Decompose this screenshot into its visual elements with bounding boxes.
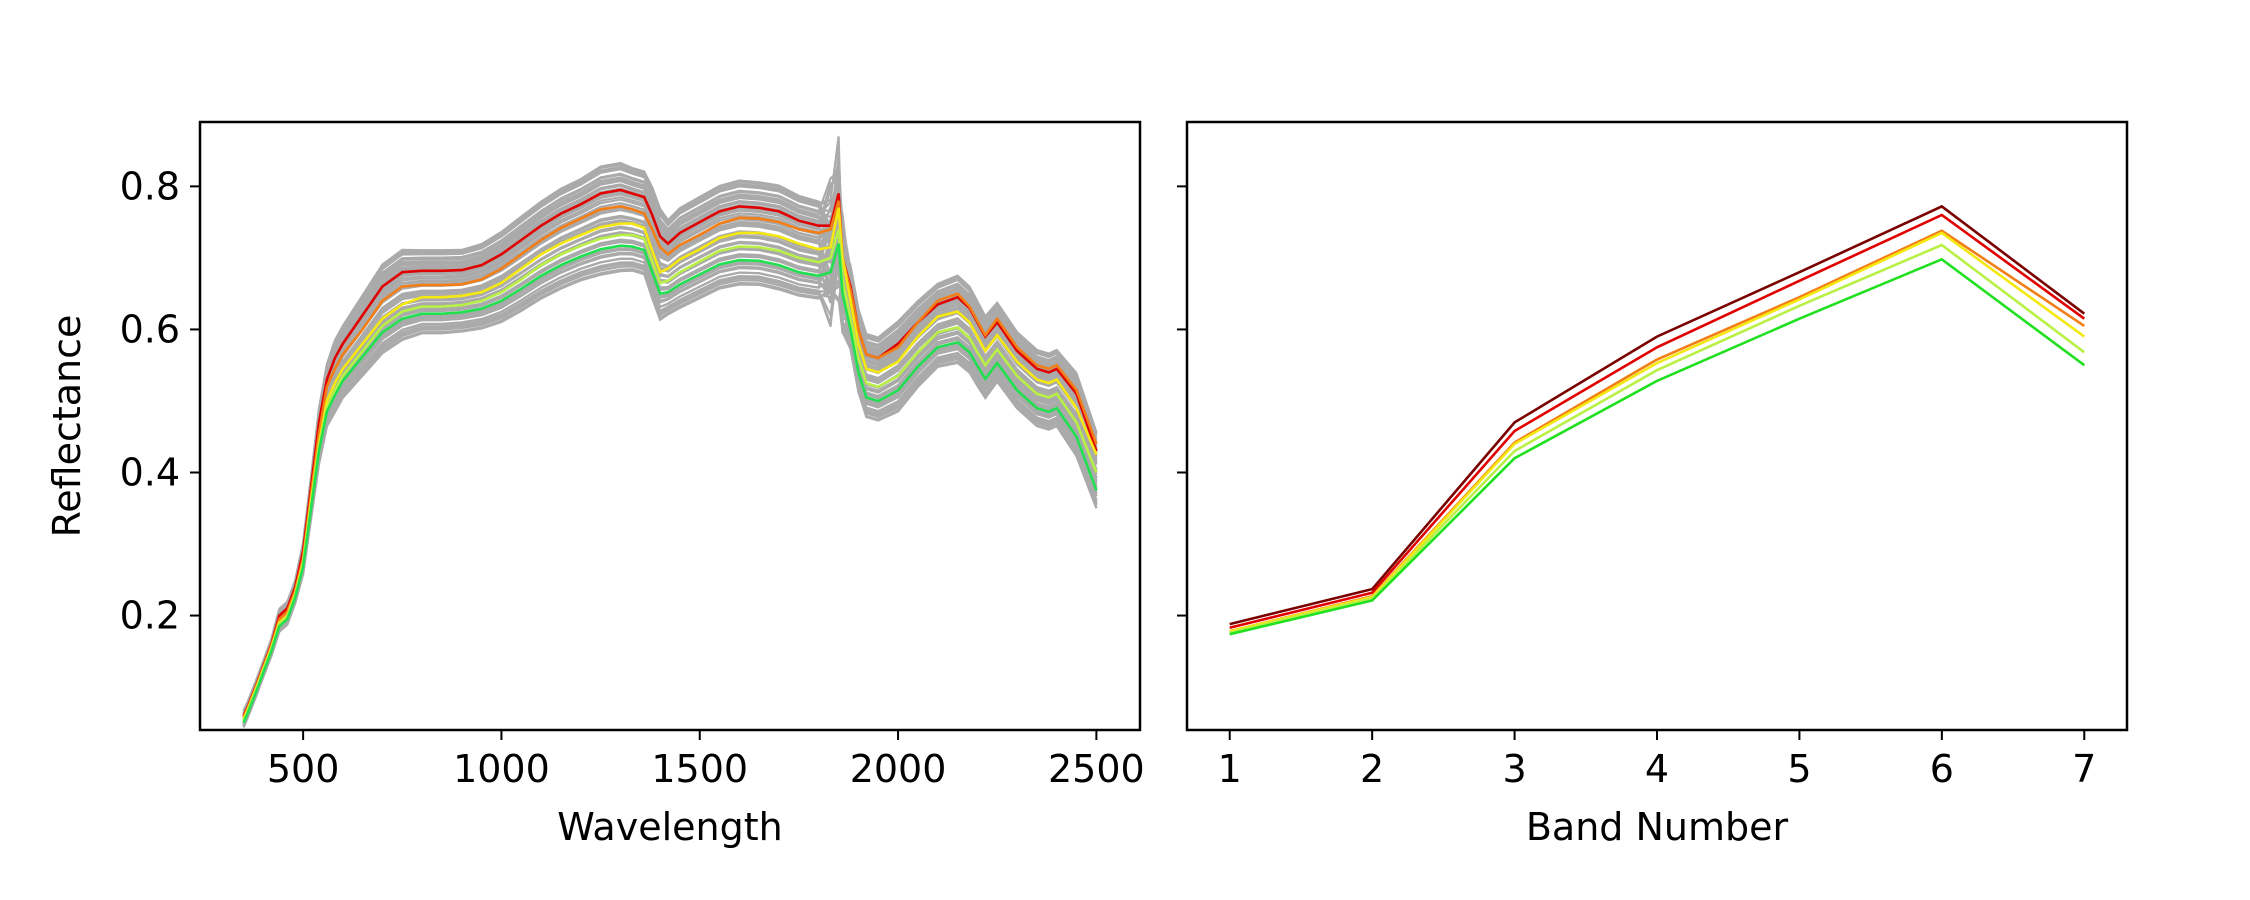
plot-area [242,136,1098,728]
y-tick-label: 0.8 [120,164,180,208]
x-tick-label: 1500 [651,747,748,791]
series-line-3 [1229,231,2086,633]
background-spectrum-line [242,193,1098,724]
x-tick-label: 2500 [1048,747,1145,791]
y-axis-label: Reflectance [45,315,89,538]
x-tick-label: 1000 [453,747,550,791]
x-tick-label: 500 [267,747,340,791]
x-axis-label: Wavelength [557,805,782,849]
y-tick-label: 0.4 [120,450,180,494]
x-tick-label: 3 [1502,747,1526,791]
series-line-0 [242,188,1098,717]
series-line-4 [1229,243,2086,634]
x-tick-label: 2 [1360,747,1384,791]
background-spectrum-line [242,180,1098,716]
y-tick-label: 0.2 [120,594,180,638]
bands-panel: 1 2 3 4 5 6 7 Band Number [1177,120,2129,849]
series-line-4 [242,243,1098,724]
axes-frame [198,120,1142,732]
series-line-1 [1229,213,2086,629]
x-tick-label: 4 [1645,747,1669,791]
series-line-2 [1229,229,2086,633]
x-tick-label: 6 [1930,747,1954,791]
x-tick-label: 5 [1787,747,1811,791]
y-tick-label: 0.6 [120,307,180,351]
x-tick-label: 1 [1218,747,1242,791]
x-tick-label: 7 [2072,747,2096,791]
series-line-0 [1229,204,2086,626]
x-tick-label: 2000 [850,747,947,791]
x-axis-label: Band Number [1526,805,1789,849]
series-line-1 [242,200,1098,718]
plot-area [1229,204,2086,636]
spectra-panel: 500 1000 1500 2000 2500 0.2 0.4 0.6 0.8 Wavelengt… [45,120,1145,849]
background-spectrum-line [242,179,1098,717]
series-line-5 [1229,257,2086,636]
background-spectrum-line [242,161,1098,714]
axes-frame [1185,120,2129,732]
